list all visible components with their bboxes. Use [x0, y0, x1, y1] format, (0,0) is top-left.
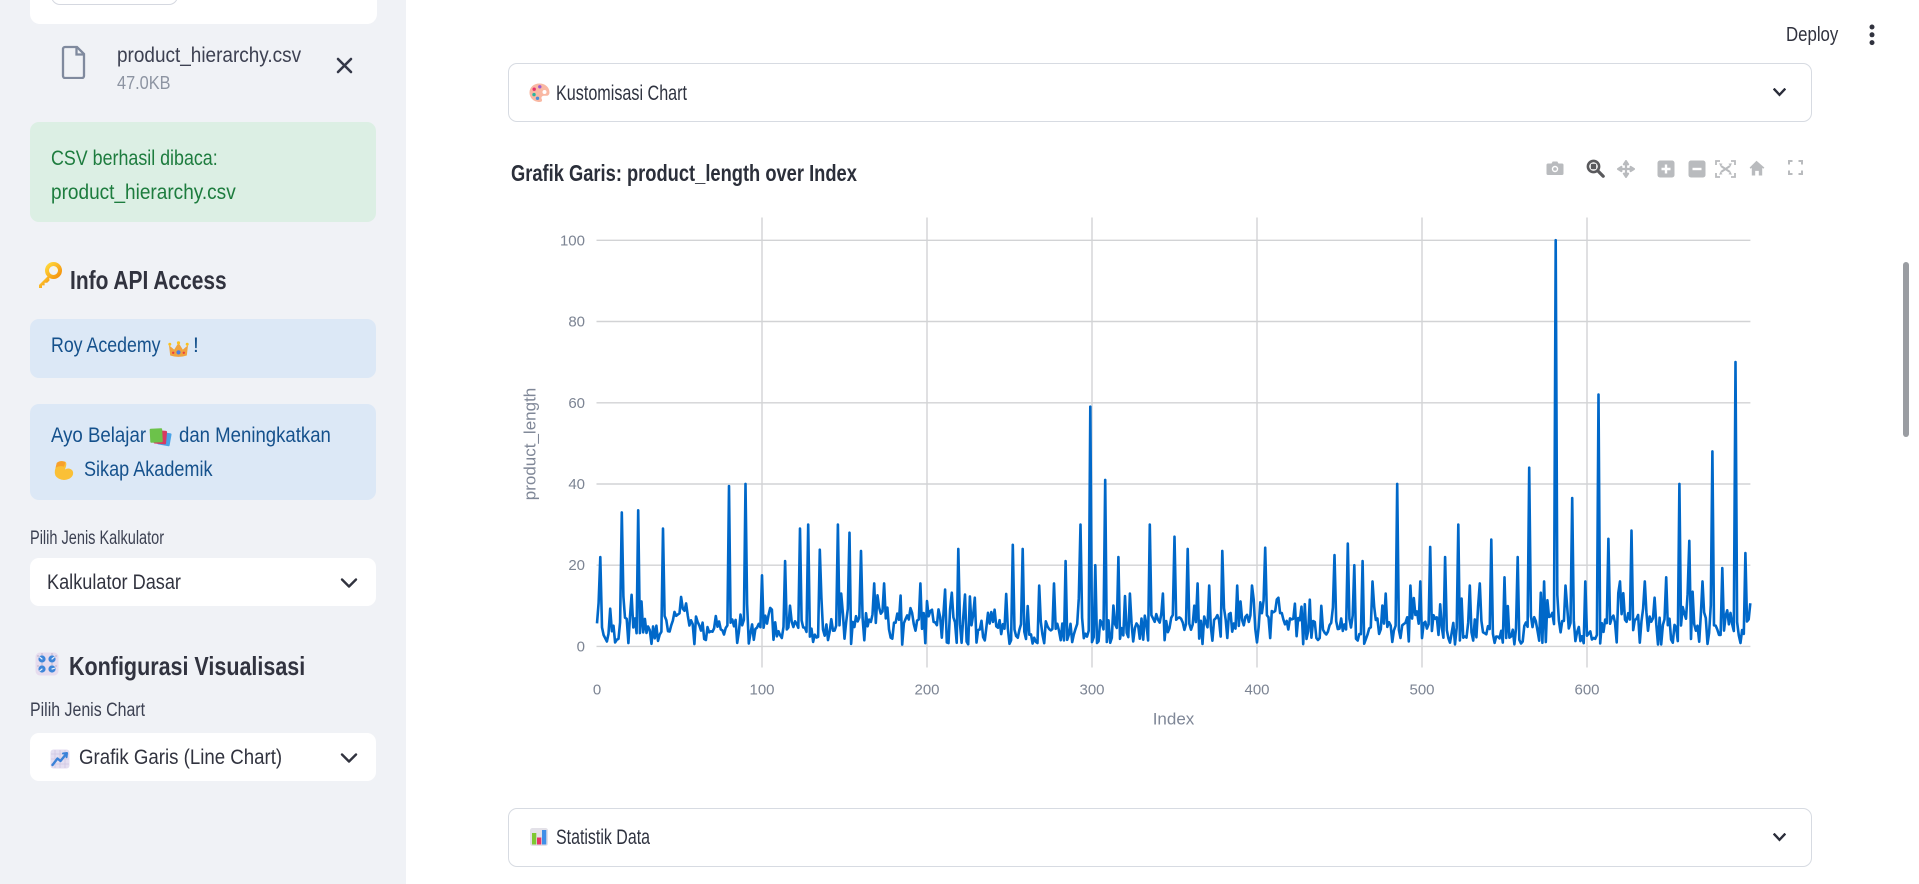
svg-text:400: 400 — [1244, 682, 1269, 699]
svg-text:100: 100 — [560, 232, 585, 249]
svg-text:600: 600 — [1574, 682, 1599, 699]
svg-text:product_length: product_length — [521, 388, 540, 500]
svg-text:Index: Index — [1153, 710, 1195, 729]
svg-text:300: 300 — [1079, 682, 1104, 699]
svg-text:80: 80 — [568, 314, 585, 331]
svg-text:200: 200 — [914, 682, 939, 699]
svg-text:500: 500 — [1409, 682, 1434, 699]
svg-text:0: 0 — [593, 682, 601, 699]
svg-text:60: 60 — [568, 395, 585, 412]
svg-text:20: 20 — [568, 557, 585, 574]
svg-text:0: 0 — [577, 638, 585, 655]
svg-text:100: 100 — [749, 682, 774, 699]
svg-text:40: 40 — [568, 476, 585, 493]
